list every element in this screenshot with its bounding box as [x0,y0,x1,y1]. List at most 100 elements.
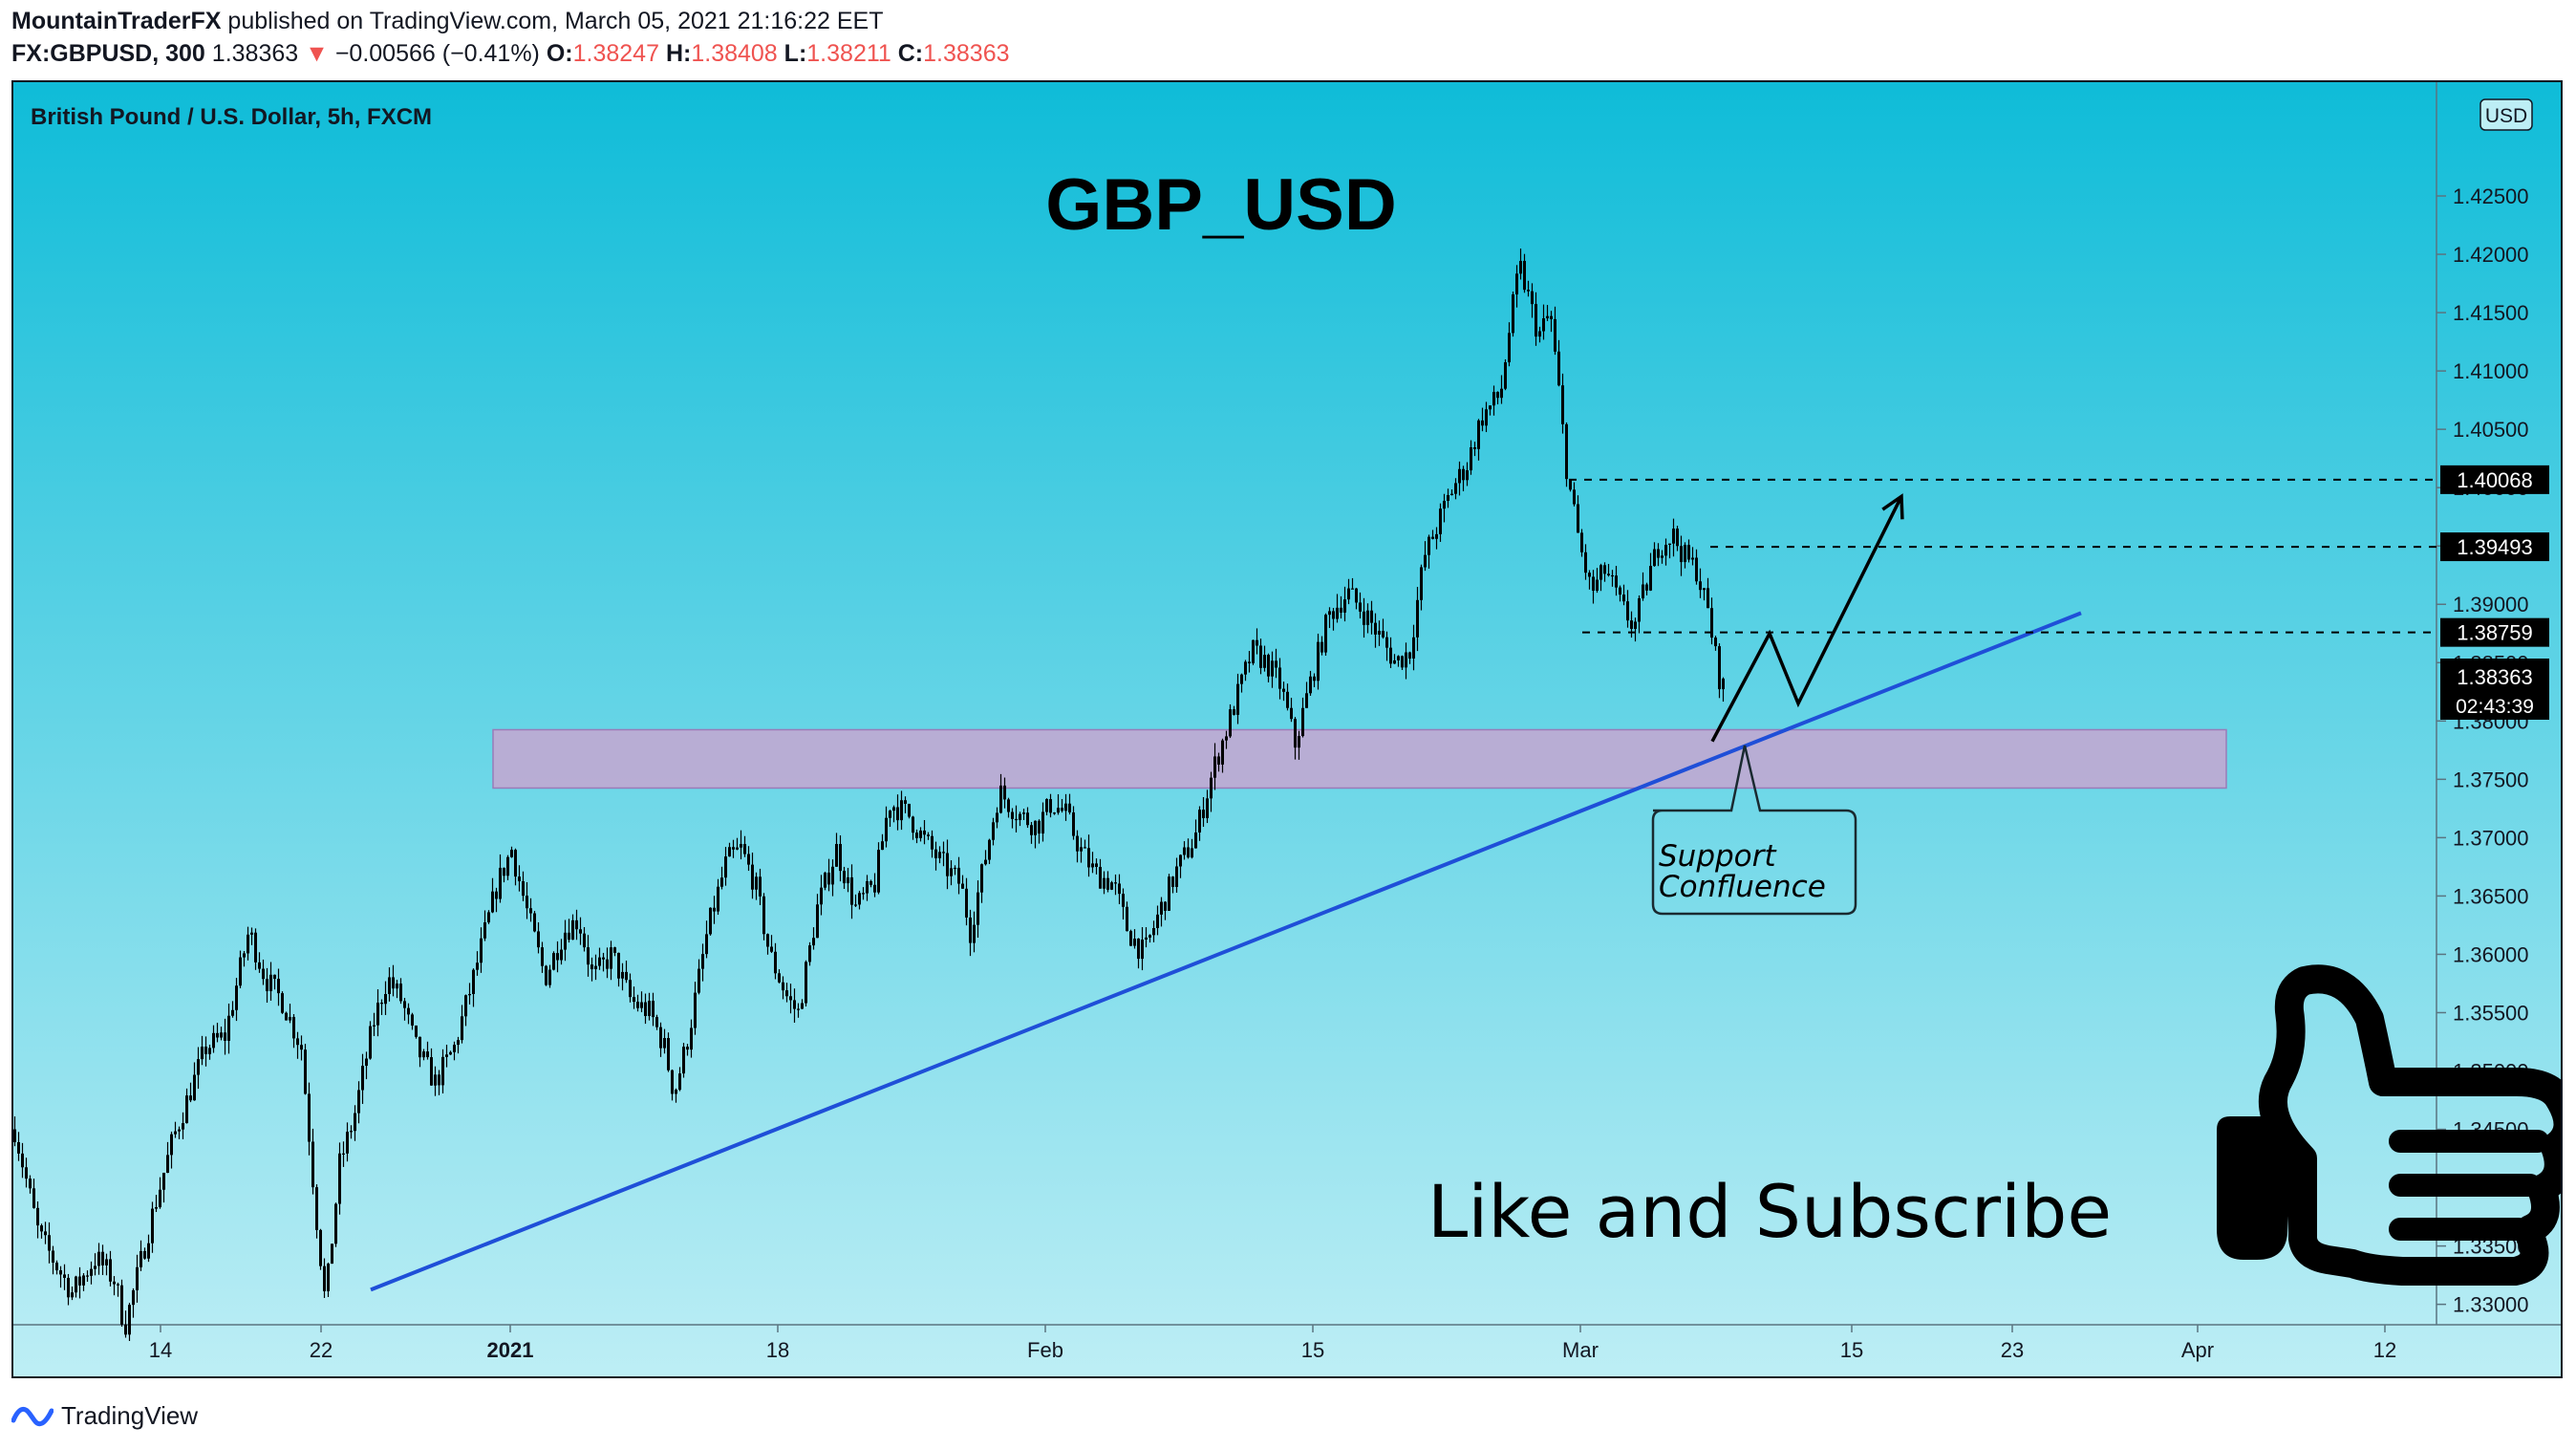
candle-body [1470,446,1472,471]
time-tick-label: 23 [2001,1338,2024,1362]
candle-body [602,957,605,960]
price-tick-label: 1.33000 [2453,1293,2529,1317]
overlay-text: Like and Subscribe [1428,1169,2112,1254]
candle-body [629,980,632,998]
candle-body [1045,799,1048,812]
candle-body [350,1131,353,1133]
candle-body [25,1167,28,1179]
candle-body [526,896,528,909]
candle-body [1015,818,1018,821]
tradingview-logo[interactable]: TradingView [11,1399,198,1432]
candle-body [579,929,582,934]
candle-body [277,979,280,994]
projection-arrow[interactable] [1710,493,1904,743]
candle-body [545,965,547,985]
currency-badge[interactable]: USD [2479,98,2533,131]
candle-body [487,912,490,923]
candle-body [1363,611,1365,625]
author-name[interactable]: MountainTraderFX [11,8,222,34]
candle-body [1699,581,1702,591]
candle-body [1454,483,1457,494]
open-label: O: [546,40,573,67]
current-price-text: 1.38363 [2457,665,2533,689]
time-tick-label: 15 [1301,1338,1324,1362]
candle-body [419,1036,421,1058]
candle-body [36,1207,39,1226]
candle-body [48,1235,51,1251]
candle-body [1515,273,1518,295]
support-callout: Support Confluence [1651,745,1857,916]
candle-body [1263,655,1266,668]
candle-body [1275,660,1277,668]
chart-frame[interactable]: 1.42500 1.42000 1.41500 1.41000 1.40500 1.400… [11,80,2563,1378]
candle-body [1191,848,1193,858]
candle-body [736,847,739,850]
candle-body [564,932,567,950]
candle-body [633,997,635,1003]
current-price-tag[interactable] [2440,659,2549,720]
candle-body [1657,549,1660,558]
candle-body [159,1189,161,1208]
candle-body [464,995,467,1017]
candle-body [858,893,861,905]
candle-body [1661,555,1664,558]
candle-body [1577,504,1579,533]
candle-body [961,883,964,889]
time-tick-label: Mar [1562,1338,1599,1362]
support-zone[interactable] [492,728,2227,789]
price-labels[interactable]: 1.40068 1.39493 1.38759 1.38363 02:43:39 [2440,465,2549,720]
candle-body [1676,528,1679,547]
candle-body [866,880,869,894]
time-tick-label: 14 [149,1338,172,1362]
candle-body [1068,803,1071,812]
candle-body [476,962,479,970]
candle-body [644,1002,647,1017]
tradingview-logo-text: TradingView [61,1400,199,1430]
candle-body [174,1131,177,1135]
candle-body [185,1095,188,1124]
candle-body [1508,333,1511,363]
candle-body [1389,647,1392,664]
candle-body [250,932,253,935]
candle-body [376,1003,379,1026]
candle-body [896,807,899,821]
candle-body [1343,599,1346,613]
candle-body [854,904,857,906]
candle-body [969,917,972,943]
candle-body [239,957,242,986]
candle-body [1611,574,1614,577]
candle-body [1145,937,1148,941]
candle-body [247,934,249,954]
candle-body [315,1187,318,1230]
candle-body [965,888,968,918]
candle-body [1397,656,1400,660]
candle-body [1309,676,1312,694]
level-price-tag[interactable] [2440,532,2549,562]
candle-body [453,1045,456,1052]
candle-body [946,853,949,876]
candle-body [1064,803,1067,811]
candle-body [740,844,742,848]
candle-body [1049,799,1052,813]
time-axis[interactable]: 14 22 2021 18 Feb 15 Mar 15 23 Apr 12 [149,1325,2396,1362]
candle-body [193,1074,196,1101]
candle-body [136,1266,139,1290]
candle-body [182,1123,184,1130]
candle-body [1569,479,1572,490]
candle-body [331,1244,333,1265]
level-price-tag[interactable] [2440,617,2549,647]
trendline[interactable] [370,611,2082,1292]
candle-body [269,974,272,991]
candle-body [1053,812,1056,814]
candle-body [44,1231,47,1236]
candle-body [21,1153,24,1168]
candle-body [690,1027,693,1050]
candle-body [1599,565,1602,580]
level-price-tag[interactable] [2440,465,2549,494]
down-arrow-icon: ▼ [305,40,329,67]
candle-body [503,867,505,876]
candle-body [915,833,918,838]
candle-body [231,1009,234,1016]
candle-body [652,1001,655,1018]
price-chart[interactable]: 1.42500 1.42000 1.41500 1.41000 1.40500 1.400… [13,82,2561,1376]
